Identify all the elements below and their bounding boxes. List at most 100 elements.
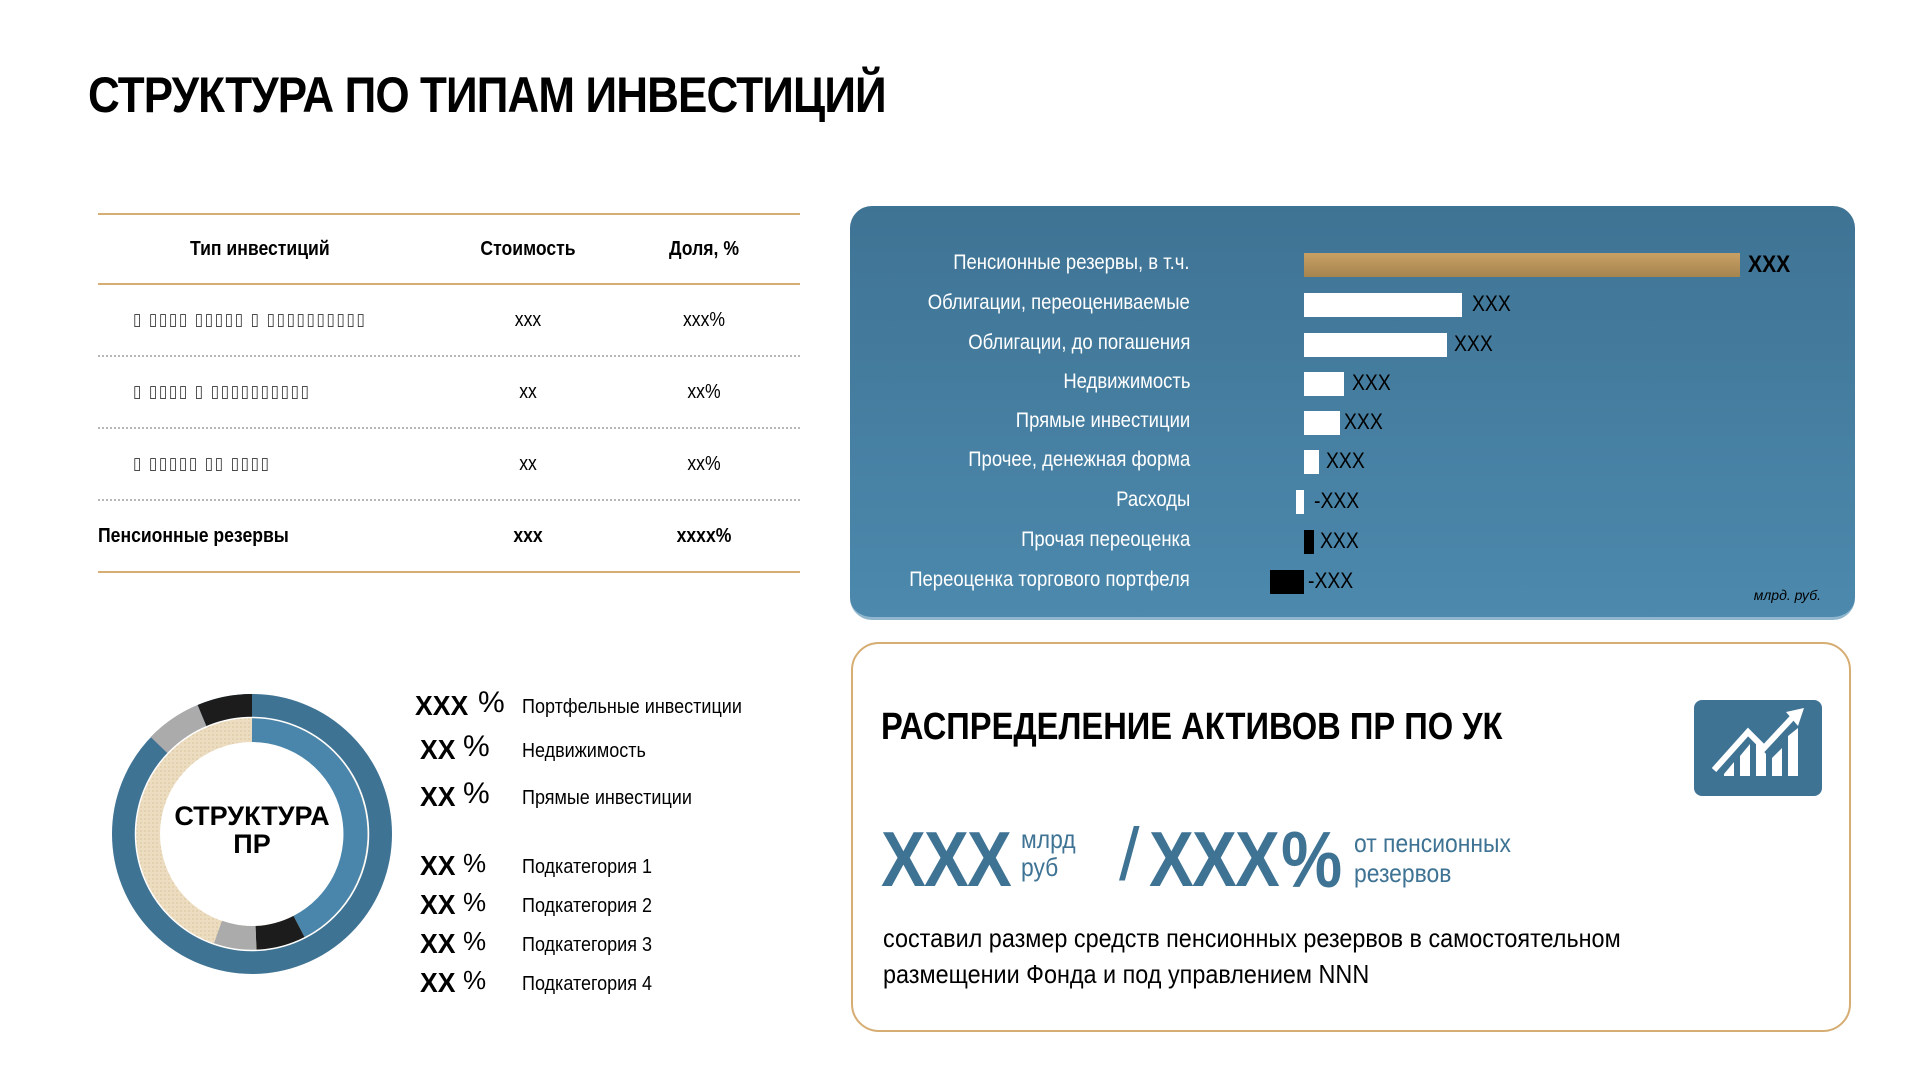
separator-slash: / xyxy=(1119,813,1140,896)
bar-value: XXX xyxy=(1472,291,1511,316)
bar-row: Недвижимость XXX xyxy=(850,368,1855,398)
bar-row: Прочая переоценка XXX xyxy=(850,526,1855,556)
bar-value: XXX xyxy=(1454,331,1493,356)
legend-percent: % xyxy=(463,777,490,810)
bar-label: Переоценка торгового портфеля xyxy=(909,568,1191,591)
bar-row: Расходы -XXX xyxy=(850,486,1855,516)
bar-value: XXX xyxy=(1320,528,1359,553)
bar-label: Недвижимость xyxy=(1062,370,1190,393)
legend-label: Портфельные инвестиции xyxy=(522,696,742,718)
bar-label: Облигации, переоцениваемые xyxy=(927,291,1190,314)
row-cost: xx xyxy=(519,452,537,475)
bar-chart-panel: Пенсионные резервы, в т.ч. XXX Облигации… xyxy=(850,206,1855,620)
bar xyxy=(1304,293,1462,317)
table-row: ▯ ▯▯▯▯▯ ▯▯ ▯▯▯▯ xx xx% xyxy=(98,429,800,501)
header-cost: Стоимость xyxy=(480,237,576,260)
row-type: ▯ ▯▯▯▯ ▯ ▯▯▯▯▯▯▯▯▯▯ xyxy=(133,382,311,401)
donut-chart: СТРУКТУРА ПР xyxy=(108,690,396,978)
legend-percent: % xyxy=(463,848,487,878)
legend-value: XX xyxy=(420,967,456,998)
table-header: Тип инвестиций Стоимость Доля, % xyxy=(98,213,800,285)
bar-value: XXX xyxy=(1326,448,1365,473)
stats-line: XXX млрд руб / XXX % от пенсионных резер… xyxy=(881,813,1581,914)
bar-label: Облигации, до погашения xyxy=(967,331,1190,354)
bar-row: Прочее, денежная форма XXX xyxy=(850,446,1855,476)
legend-value: XXX xyxy=(415,690,469,721)
card-title: РАСПРЕДЕЛЕНИЕ АКТИВОВ ПР ПО УК xyxy=(881,706,1503,748)
percent-value: XXX xyxy=(1149,815,1280,903)
legend-value: XX xyxy=(420,734,456,765)
legend-value: XX xyxy=(420,781,456,812)
percent-sign: % xyxy=(1281,815,1342,904)
card-description: составил размер средств пенсионных резер… xyxy=(883,920,1738,992)
description-line-2: размещении Фонда и под управлением NNN xyxy=(883,959,1370,989)
percent-unit-1: от пенсионных xyxy=(1354,828,1511,858)
legend-value: XX xyxy=(420,850,456,881)
bar xyxy=(1304,372,1344,396)
legend-percent: % xyxy=(463,730,490,763)
amount-value: XXX xyxy=(881,815,1012,903)
total-share: xxxx% xyxy=(676,524,732,547)
legend-percent: % xyxy=(463,965,487,995)
bar-row: Пенсионные резервы, в т.ч. XXX xyxy=(850,249,1855,279)
bar xyxy=(1304,333,1447,357)
total-type: Пенсионные резервы xyxy=(98,524,289,547)
row-cost: xxx xyxy=(514,308,542,331)
legend-label: Прямые инвестиции xyxy=(522,787,692,809)
amount-unit-2: руб xyxy=(1021,852,1059,882)
row-share: xx% xyxy=(687,452,721,475)
bar xyxy=(1304,450,1319,474)
asset-distribution-card: РАСПРЕДЕЛЕНИЕ АКТИВОВ ПР ПО УК XXX млрд … xyxy=(851,642,1851,1032)
legend-percent: % xyxy=(463,926,487,956)
row-share: xxx% xyxy=(682,308,726,331)
donut-title-line2: ПР xyxy=(233,829,271,859)
bar xyxy=(1304,530,1314,554)
bar xyxy=(1304,253,1740,277)
bar-label: Прочая переоценка xyxy=(1020,528,1190,551)
bar xyxy=(1296,490,1304,514)
bar-value: -XXX xyxy=(1314,488,1360,513)
header-share: Доля, % xyxy=(669,237,739,260)
percent-unit-2: резервов xyxy=(1354,858,1452,888)
legend-label: Недвижимость xyxy=(522,740,646,762)
growth-chart-icon xyxy=(1694,700,1822,796)
legend-value: XX xyxy=(420,928,456,959)
legend-label: Подкатегория 4 xyxy=(522,973,653,995)
legend-label: Подкатегория 2 xyxy=(522,895,653,917)
legend-percent: % xyxy=(478,686,505,719)
bar-label: Прямые инвестиции xyxy=(1015,409,1190,432)
amount-unit-1: млрд xyxy=(1021,824,1076,854)
bar-row: Облигации, переоцениваемые XXX xyxy=(850,289,1855,319)
bar xyxy=(1270,570,1304,594)
legend-value: XX xyxy=(420,889,456,920)
donut-title-line1: СТРУКТУРА xyxy=(174,801,330,831)
bar-label: Пенсионные резервы, в т.ч. xyxy=(953,251,1190,274)
bar xyxy=(1304,411,1340,435)
legend-percent: % xyxy=(463,887,487,917)
investment-table: Тип инвестиций Стоимость Доля, % ▯ ▯▯▯▯ … xyxy=(98,213,800,573)
row-cost: xx xyxy=(519,380,537,403)
table-total-row: Пенсионные резервы xxx xxxx% xyxy=(98,501,800,573)
units-label: млрд. руб. xyxy=(1753,587,1821,603)
bar-row: Прямые инвестиции XXX xyxy=(850,407,1855,437)
bar-row: Переоценка торгового портфеля -XXX xyxy=(850,566,1855,596)
bar-label: Расходы xyxy=(1115,488,1190,511)
legend-label: Подкатегория 1 xyxy=(522,856,653,878)
bar-label: Прочее, денежная форма xyxy=(968,448,1190,471)
bar-row: Облигации, до погашения XXX xyxy=(850,329,1855,359)
legend-label: Подкатегория 3 xyxy=(522,934,653,956)
description-line-1: составил размер средств пенсионных резер… xyxy=(883,923,1621,953)
table-row: ▯ ▯▯▯▯ ▯ ▯▯▯▯▯▯▯▯▯▯ xx xx% xyxy=(98,357,800,429)
donut-title: СТРУКТУРА ПР xyxy=(108,802,396,858)
bar-value: XXX xyxy=(1352,370,1391,395)
bar-value: XXX xyxy=(1748,251,1791,278)
header-type: Тип инвестиций xyxy=(190,237,330,260)
donut-svg xyxy=(112,694,392,974)
bar-value: XXX xyxy=(1344,409,1383,434)
row-share: xx% xyxy=(687,380,721,403)
row-type: ▯ ▯▯▯▯▯ ▯▯ ▯▯▯▯ xyxy=(133,454,271,473)
total-cost: xxx xyxy=(513,524,543,547)
page-title: СТРУКТУРА ПО ТИПАМ ИНВЕСТИЦИЙ xyxy=(88,67,887,123)
table-row: ▯ ▯▯▯▯ ▯▯▯▯▯ ▯ ▯▯▯▯▯▯▯▯▯▯ xxx xxx% xyxy=(98,285,800,357)
row-type: ▯ ▯▯▯▯ ▯▯▯▯▯ ▯ ▯▯▯▯▯▯▯▯▯▯ xyxy=(133,310,367,329)
